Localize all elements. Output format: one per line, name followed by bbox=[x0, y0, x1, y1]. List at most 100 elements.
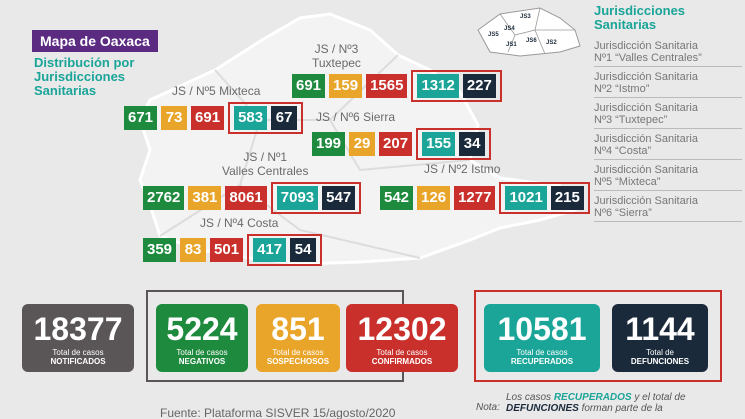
legend-item-line: Jurisdicción Sanitaria bbox=[594, 164, 698, 176]
region-label: JS / Nº6 Sierra bbox=[316, 110, 395, 124]
recovered-frame: 155 34 bbox=[416, 128, 492, 160]
total-label: DEFUNCIONES bbox=[630, 357, 690, 366]
value-box: 2762 bbox=[143, 186, 185, 210]
value-box: 547 bbox=[322, 186, 356, 210]
note-part: RECUPERADOS bbox=[553, 392, 632, 403]
value-box: 34 bbox=[459, 132, 486, 156]
minimap-label: JS1 bbox=[506, 42, 517, 48]
region-label-line: Valles Centrales bbox=[222, 164, 309, 178]
total-label: CONFIRMADOS bbox=[371, 357, 433, 366]
source: Fuente: Plataforma SISVER 15/agosto/2020 bbox=[160, 406, 396, 419]
total-value: 1144 bbox=[625, 311, 695, 347]
value-box: 1312 bbox=[417, 74, 459, 98]
minimap-label: JS3 bbox=[520, 14, 531, 20]
total-caption: Total de casos bbox=[376, 348, 428, 357]
legend-item: Jurisdicción Sanitaria Nº6 “Sierra” bbox=[594, 193, 742, 222]
total-label: NEGATIVOS bbox=[178, 357, 226, 366]
region-label: JS / Nº2 Istmo bbox=[424, 162, 500, 176]
legend-title-line: Sanitarias bbox=[594, 17, 657, 32]
region-values: 199 29 207 155 34 bbox=[312, 128, 492, 160]
value-box: 691 bbox=[292, 74, 326, 98]
legend-item-line: Nº1 “Valles Centrales” bbox=[594, 52, 702, 64]
region-label: JS / Nº3 Tuxtepec bbox=[312, 42, 361, 70]
legend-item-line: Jurisdicción Sanitaria bbox=[594, 102, 698, 114]
legend-item-line: Nº3 “Tuxtepec” bbox=[594, 114, 668, 126]
value-box: 359 bbox=[143, 238, 177, 262]
region-label-line: Tuxtepec bbox=[312, 56, 361, 70]
value-box: 381 bbox=[188, 186, 222, 210]
legend-item-line: Jurisdicción Sanitaria bbox=[594, 40, 698, 52]
value-box: 1021 bbox=[505, 186, 547, 210]
value-box: 227 bbox=[462, 74, 496, 98]
minimap-label: JS6 bbox=[526, 38, 537, 44]
region-label-line: JS / Nº3 bbox=[314, 42, 359, 56]
legend-title-line: Jurisdicciones bbox=[594, 3, 686, 18]
total-value: 5224 bbox=[166, 311, 238, 347]
region-label-line: JS / Nº6 Sierra bbox=[316, 110, 396, 124]
total-card: 1144 Total de DEFUNCIONES bbox=[612, 304, 708, 372]
value-box: 67 bbox=[271, 106, 298, 130]
legend-item: Jurisdicción Sanitaria Nº5 “Mixteca” bbox=[594, 162, 742, 191]
value-box: 417 bbox=[253, 238, 287, 262]
legend-item-line: Nº2 “Istmo” bbox=[594, 83, 650, 95]
region-label-line: JS / Nº2 Istmo bbox=[424, 162, 501, 176]
total-caption: Total de casos bbox=[52, 348, 104, 357]
region-label-line: JS / Nº4 Costa bbox=[200, 216, 279, 230]
total-caption: Total de bbox=[645, 348, 675, 357]
subtitle-line: Jurisdicciones bbox=[34, 69, 126, 84]
total-caption: Total de casos bbox=[516, 348, 568, 357]
note-part: DEFUNCIONES bbox=[506, 403, 579, 414]
subtitle: Distribución por Jurisdicciones Sanitarias bbox=[34, 56, 134, 98]
recovered-frame: 417 54 bbox=[247, 234, 323, 266]
minimap-borders bbox=[499, 7, 575, 55]
value-box: 501 bbox=[210, 238, 244, 262]
value-box: 8061 bbox=[225, 186, 267, 210]
total-card: 5224 Total de casos NEGATIVOS bbox=[156, 304, 248, 372]
region-label-line: JS / Nº1 bbox=[243, 150, 288, 164]
region-label: JS / Nº1 Valles Centrales bbox=[222, 150, 308, 178]
note: Nota: Los casos RECUPERADOS y el total de… bbox=[476, 392, 736, 414]
total-label: SOSPECHOSOS bbox=[266, 357, 330, 366]
note-body: Los casos RECUPERADOS y el total de DEFUN… bbox=[506, 392, 736, 414]
recovered-frame: 1021 215 bbox=[499, 182, 590, 214]
legend-item: Jurisdicción Sanitaria Nº4 “Costa” bbox=[594, 131, 742, 160]
value-box: 583 bbox=[234, 106, 268, 130]
legend-item: Jurisdicción Sanitaria Nº2 “Istmo” bbox=[594, 69, 742, 98]
region-values: 691 159 1565 1312 227 bbox=[292, 70, 502, 102]
total-caption: Total de casos bbox=[176, 348, 228, 357]
region-label-line: JS / Nº5 Mixteca bbox=[172, 84, 261, 98]
minimap-labels: JS3 JS5 JS1 JS6 JS2 JS4 bbox=[488, 14, 557, 48]
value-box: 54 bbox=[290, 238, 317, 262]
recovered-frame: 583 67 bbox=[228, 102, 304, 134]
region-values: 2762 381 8061 7093 547 bbox=[143, 182, 362, 214]
note-part: y el total de bbox=[631, 392, 686, 403]
frame bbox=[474, 290, 722, 382]
total-value: 18377 bbox=[33, 311, 123, 347]
region-values: 359 83 501 417 54 bbox=[143, 234, 323, 266]
total-value: 851 bbox=[271, 311, 325, 347]
total-value: 10581 bbox=[497, 311, 587, 347]
total-card: 18377 Total de casos NOTIFICADOS bbox=[22, 304, 134, 372]
legend-item: Jurisdicción Sanitaria Nº1 “Valles Centra… bbox=[594, 38, 742, 67]
value-box: 159 bbox=[329, 74, 363, 98]
recovered-frame: 1312 227 bbox=[411, 70, 502, 102]
recovered-frame: 7093 547 bbox=[270, 182, 362, 214]
note-label: Nota: bbox=[476, 402, 500, 413]
minimap-label: JS4 bbox=[504, 26, 515, 32]
legend-title: Jurisdicciones Sanitarias bbox=[594, 4, 742, 32]
total-caption: Total de casos bbox=[272, 348, 324, 357]
legend-item-line: Nº5 “Mixteca” bbox=[594, 176, 661, 188]
region-values: 671 73 691 583 67 bbox=[124, 102, 304, 134]
note-part: Los casos bbox=[506, 392, 554, 403]
total-card: 10581 Total de casos RECUPERADOS bbox=[484, 304, 600, 372]
legend-item: Jurisdicción Sanitaria Nº3 “Tuxtepec” bbox=[594, 100, 742, 129]
legend: Jurisdicciones Sanitarias Jurisdicción San… bbox=[594, 4, 742, 224]
value-box: 7093 bbox=[276, 186, 319, 210]
value-box: 73 bbox=[161, 106, 188, 130]
minimap-label: JS2 bbox=[546, 40, 557, 46]
total-value: 12302 bbox=[357, 311, 447, 347]
total-label: RECUPERADOS bbox=[510, 357, 574, 366]
note-part: forman parte de la bbox=[578, 403, 663, 414]
region-values: 542 126 1277 1021 215 bbox=[380, 182, 590, 214]
